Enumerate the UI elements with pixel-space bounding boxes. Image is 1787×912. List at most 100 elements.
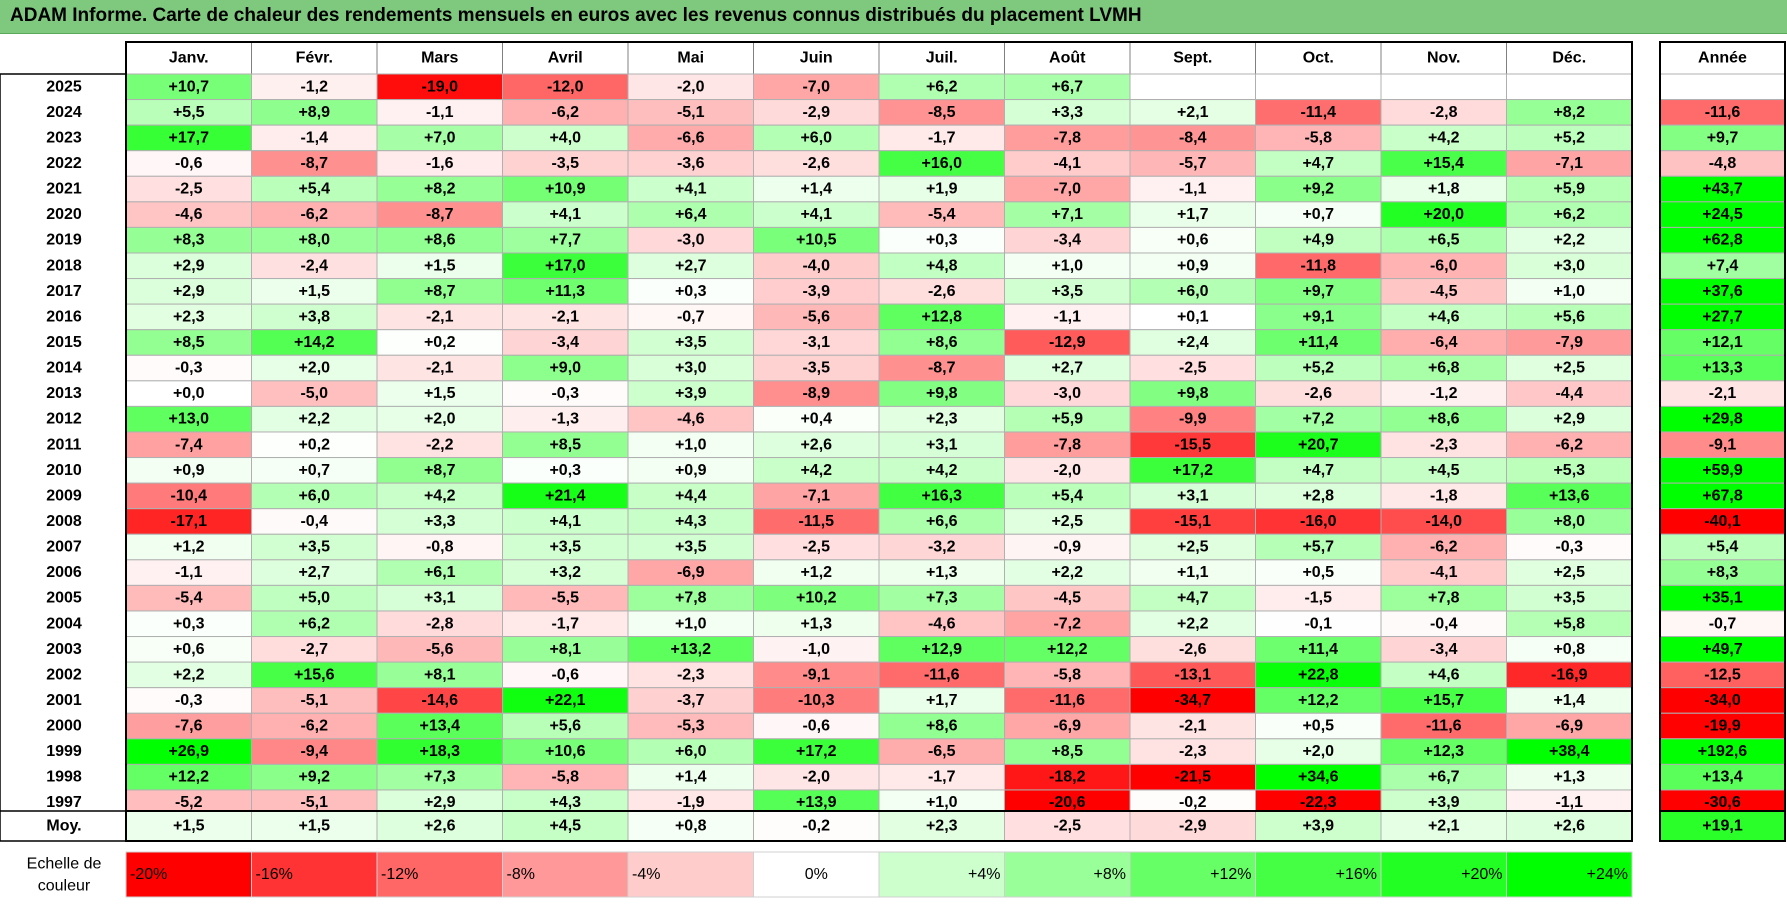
cell-value: -0,3 (175, 360, 203, 377)
annual-value: -4,8 (1709, 155, 1737, 172)
cell-value: -7,1 (1555, 155, 1583, 172)
cell-value: +2,5 (1177, 539, 1209, 556)
heatmap-cell (753, 73, 880, 101)
average-value: +2,1 (1428, 818, 1460, 835)
row-year-label: 2022 (46, 155, 82, 172)
heatmap-cell (125, 124, 252, 152)
scale-step-label: -20% (130, 866, 167, 883)
cell-value: +22,8 (1298, 666, 1339, 683)
annual-value: -19,9 (1704, 718, 1741, 735)
cell-value: +14,2 (294, 334, 335, 351)
heatmap-cell (251, 226, 378, 254)
cell-value: -6,2 (551, 104, 579, 121)
row-year-label: 2024 (46, 104, 82, 121)
average-cell (1506, 810, 1633, 842)
annual-value: +5,4 (1707, 539, 1739, 556)
annual-value: +192,6 (1698, 743, 1747, 760)
heatmap-cell (1004, 124, 1131, 152)
heatmap-cell (502, 457, 629, 484)
heatmap-cell (502, 252, 629, 280)
cell-value: -3,1 (802, 334, 830, 351)
cell-value: +3,5 (298, 539, 330, 556)
annual-cell (1659, 584, 1786, 612)
cell-value: +5,2 (1302, 360, 1334, 377)
cell-value: -3,6 (677, 155, 705, 172)
cell-value: +2,8 (1302, 487, 1334, 504)
heatmap-cell (1255, 636, 1382, 663)
row-year-label: 2018 (46, 257, 82, 274)
heatmap-cell (1129, 508, 1256, 535)
heatmap-cell (376, 533, 503, 561)
annual-value: +12,1 (1702, 334, 1743, 351)
month-header: Mai (677, 50, 704, 67)
cell-value: -8,4 (1179, 129, 1207, 146)
average-annual-cell (1659, 810, 1786, 842)
heatmap-cell (627, 482, 754, 510)
cell-value: +26,9 (169, 743, 210, 760)
heatmap-cell (376, 712, 503, 740)
cell-value: -0,6 (802, 718, 830, 735)
average-value: -2,5 (1053, 818, 1081, 835)
heatmap-cell (1255, 303, 1382, 331)
heatmap-cell (753, 150, 880, 177)
cell-value: +1,4 (1553, 692, 1585, 709)
cell-value: -7,8 (1053, 129, 1081, 146)
cell-value: +4,5 (1428, 462, 1460, 479)
heatmap-cell (1506, 559, 1633, 586)
cell-value: +3,3 (1051, 104, 1083, 121)
cell-value: +2,3 (173, 308, 205, 325)
cell-value: -11,8 (1300, 257, 1336, 274)
cell-value: +7,2 (1302, 411, 1334, 428)
cell-value: +6,1 (424, 564, 456, 581)
heatmap-cell (376, 559, 503, 586)
scale-step-label: +8% (1094, 866, 1126, 883)
cell-value: -0,3 (1555, 539, 1583, 556)
cell-value: +4,3 (675, 513, 707, 530)
month-header: Août (1049, 50, 1086, 67)
cell-value: -2,7 (300, 641, 328, 658)
heatmap-cell (1004, 73, 1131, 101)
cell-value: +2,9 (1553, 411, 1585, 428)
heatmap-cell (1380, 278, 1507, 305)
annual-value: +8,3 (1707, 564, 1739, 581)
heatmap-cell (627, 610, 754, 638)
cell-value: -7,9 (1555, 334, 1583, 351)
cell-value: -0,1 (1304, 615, 1332, 632)
cell-value: +20,7 (1298, 436, 1339, 453)
cell-value: +6,2 (1553, 206, 1585, 223)
heatmap-cell (1506, 763, 1633, 791)
scale-step-label: +12% (1210, 866, 1251, 883)
heatmap-cell (502, 482, 629, 510)
cell-value: +2,2 (298, 411, 330, 428)
scale-step-label: -12% (381, 866, 418, 883)
annual-value: +13,4 (1702, 769, 1743, 786)
average-value: +0,8 (675, 818, 707, 835)
cell-value: -3,0 (677, 232, 705, 249)
annual-cell (1659, 712, 1786, 740)
heatmap-cell (251, 278, 378, 305)
cell-value: -2,5 (802, 539, 830, 556)
cell-value: +4,2 (424, 487, 456, 504)
cell-value: +16,0 (922, 155, 963, 172)
heatmap-cell (1506, 457, 1633, 484)
heatmap-cell (1004, 329, 1131, 356)
cell-value: -16,0 (1300, 513, 1337, 530)
cell-value: +4,2 (926, 462, 958, 479)
heatmap-cell (125, 99, 252, 126)
scale-step-label: +4% (968, 866, 1000, 883)
heatmap-cell (376, 763, 503, 791)
cell-value: +6,7 (1428, 769, 1460, 786)
cell-value: -7,8 (1053, 436, 1081, 453)
heatmap-cell (376, 73, 503, 101)
cell-value: +13,2 (671, 641, 712, 658)
heatmap-cell (1506, 175, 1633, 203)
cell-value: +8,1 (424, 666, 456, 683)
heatmap-cell (376, 329, 503, 356)
heatmap-cell (753, 303, 880, 331)
heatmap-cell (1129, 201, 1256, 228)
heatmap-cell (878, 201, 1005, 228)
row-year-label: 2020 (46, 206, 82, 223)
average-cell (1129, 810, 1256, 842)
heatmap-cell (251, 738, 378, 765)
cell-value: -5,3 (677, 718, 705, 735)
